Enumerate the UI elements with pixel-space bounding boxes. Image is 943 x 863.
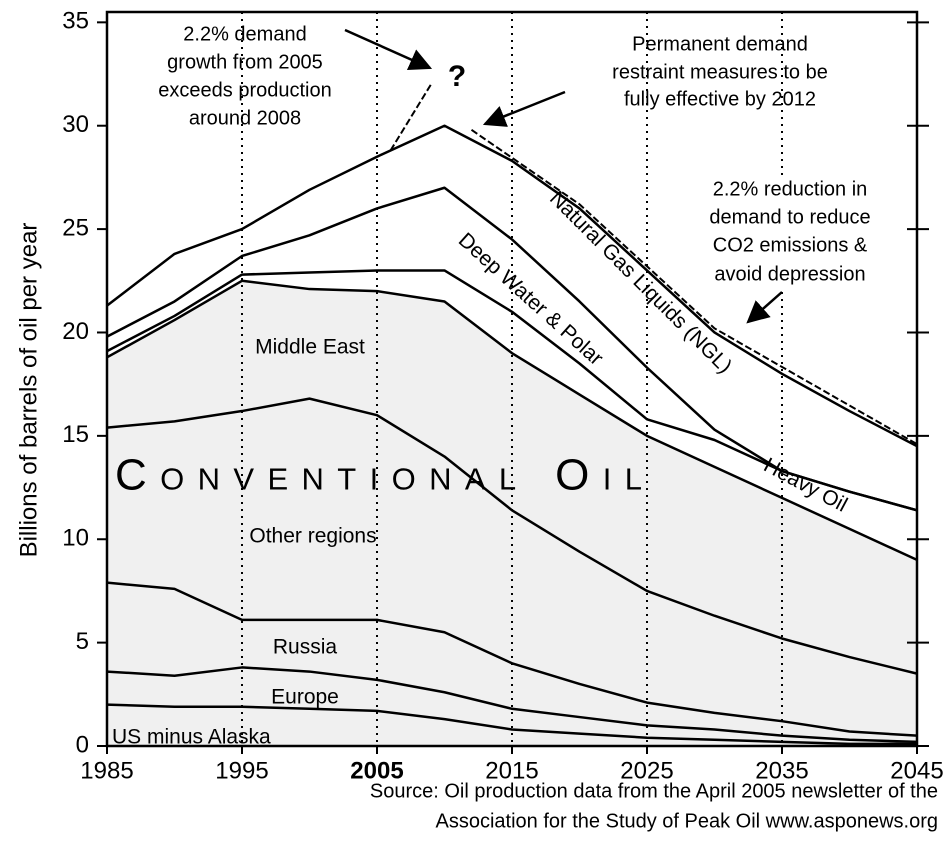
annotation: around 2008 [189, 107, 301, 129]
source: Association for the Study of Peak Oil ww… [436, 810, 938, 832]
series-label: US minus Alaska [112, 726, 271, 749]
arrow [482, 90, 566, 127]
x-tick-label: 2015 [485, 757, 538, 784]
demand-line [470, 129, 918, 445]
annotation-bg [690, 176, 890, 288]
plot-frame [105, 10, 919, 748]
annotation: restraint measures to be [612, 61, 828, 83]
area-band [107, 704, 917, 746]
demand-line [389, 83, 432, 152]
arrows [344, 28, 783, 324]
y-tick-label: 30 [62, 111, 89, 138]
annotation: Permanent demand [632, 33, 808, 55]
annotation: demand to reduce [709, 206, 870, 228]
series-line [106, 186, 918, 512]
area-band [107, 280, 917, 674]
annotation: avoid depression [714, 263, 865, 285]
x-tick-label: 2035 [755, 757, 808, 784]
arrow [344, 28, 433, 71]
y-tick-label: 25 [62, 214, 89, 241]
series-label: Middle East [255, 336, 365, 359]
annotations: 2.2% demand growth from 2005 exceeds pro… [158, 23, 890, 288]
y-tick-label: 20 [62, 318, 89, 345]
series-line [106, 279, 918, 562]
arrow [746, 291, 783, 324]
y-tick-label: 15 [62, 421, 89, 448]
y-tick-label: 35 [62, 8, 89, 35]
x-tick-label: 1985 [80, 757, 133, 784]
y-tick-label: 10 [62, 525, 89, 552]
series-label: Europe [271, 686, 339, 709]
series-label: Other regions [249, 525, 376, 548]
annotation: 2.2% reduction in [713, 178, 868, 200]
area-band [107, 125, 917, 511]
annotation: CO2 emissions & [713, 234, 868, 256]
annotation: ? [448, 60, 466, 93]
x-tick-label: 1995 [215, 757, 268, 784]
series-label: Russia [273, 636, 338, 659]
overlay-label: Conventional Oil [115, 451, 645, 500]
annotation: growth from 2005 [167, 51, 323, 73]
y-axis-label: Billions of barrels of oil per year [15, 223, 42, 558]
x-tick-label: 2045 [890, 757, 943, 784]
source: Source: Oil production data from the Apr… [370, 780, 938, 802]
annotation: fully effective by 2012 [624, 88, 816, 110]
area-band [107, 582, 917, 742]
area-band [107, 667, 917, 744]
series-line [106, 666, 918, 744]
y-tick-label: 5 [76, 628, 89, 655]
annotation: 2.2% demand [183, 23, 306, 45]
x-tick-label: 2005 [350, 757, 403, 784]
x-tick-label: 2025 [620, 757, 673, 784]
area-band [107, 398, 917, 736]
y-tick-label: 0 [76, 731, 89, 758]
annotation: exceeds production [158, 79, 331, 101]
